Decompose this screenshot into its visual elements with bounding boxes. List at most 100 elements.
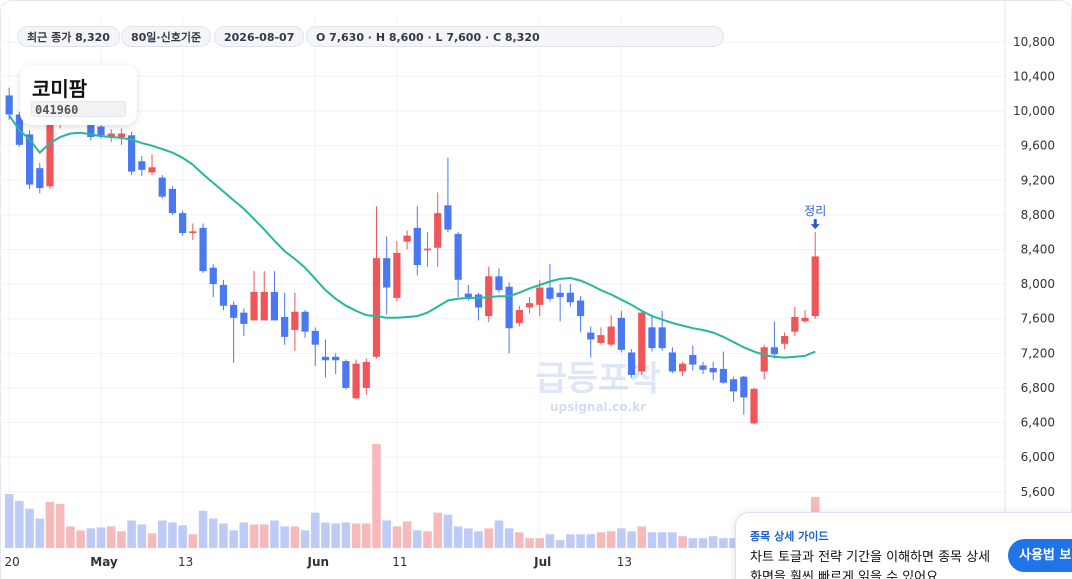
candle-body [240, 312, 248, 324]
candle-body [556, 292, 564, 298]
y-tick-label: 10,000 [1013, 104, 1055, 118]
volume-bar [464, 528, 473, 548]
stock-card: 코미팜 041960 [20, 65, 137, 125]
volume-bar [504, 528, 514, 548]
y-tick-label: 8,000 [1021, 277, 1055, 291]
candle-body [362, 361, 370, 388]
x-tick-label: 13 [178, 555, 193, 569]
candle-body [372, 258, 381, 357]
candle-body [668, 352, 676, 372]
pill: O 7,630 · H 8,600 · L 7,600 · C 8,320 [306, 26, 724, 47]
volume-bar [443, 514, 453, 548]
y-tick-label: 6,000 [1021, 450, 1055, 464]
candle-body [383, 258, 391, 288]
candle-body [403, 235, 411, 242]
volume-bar [433, 512, 442, 548]
candle-body [689, 355, 697, 365]
candle-body [97, 126, 105, 136]
candle-body [230, 304, 238, 318]
volume-bar [657, 532, 667, 548]
x-tick-label: 13 [617, 555, 632, 569]
volume-bar [688, 538, 698, 548]
volume-bar [15, 500, 24, 548]
volume-bar [698, 538, 708, 548]
guide-card: 종목 상세 가이드 차트 토글과 전략 기간을 이해하면 종목 상세 화면을 훨… [735, 512, 1072, 579]
guide-text: 화면을 훨씬 빠르게 읽을 수 있어요. [750, 570, 943, 579]
volume-bar [586, 534, 596, 548]
y-tick-label: 6,400 [1021, 416, 1055, 430]
volume-bar [402, 521, 412, 548]
volume-bar [678, 536, 687, 548]
candle-body [791, 316, 799, 332]
y-tick-label: 7,600 [1021, 312, 1055, 326]
candle-body [260, 291, 268, 321]
candle-body [760, 347, 768, 372]
volume-bar [525, 538, 534, 548]
volume-bar [178, 525, 187, 548]
candle-body [199, 227, 207, 272]
volume-bar [137, 524, 147, 548]
volume-bar [719, 538, 728, 548]
candle-body [587, 332, 595, 340]
candle-body [658, 327, 666, 349]
candle-body [546, 287, 554, 299]
y-tick-label: 9,600 [1021, 139, 1055, 153]
volume-bar [270, 520, 279, 548]
candle-body [495, 276, 503, 291]
candle-body [25, 134, 34, 185]
candle-body [219, 284, 228, 306]
volume-bar [372, 443, 381, 548]
guide-button[interactable]: 사용법 보기 [1008, 539, 1072, 572]
candle-body [189, 231, 197, 234]
volume-bar [423, 531, 432, 548]
volume-bar [96, 527, 106, 548]
volume-bar [637, 526, 647, 548]
volume-bar [127, 520, 136, 548]
volume-bar [157, 520, 167, 548]
volume-bar [596, 532, 606, 548]
guide-title: 종목 상세 가이드 [750, 530, 829, 543]
volume-bar [25, 508, 34, 548]
stock-code: 041960 [31, 101, 126, 117]
volume-bar [484, 528, 494, 548]
volume-bar [341, 522, 351, 548]
volume-bar [351, 523, 361, 548]
volume-bar [362, 523, 371, 548]
volume-bar [515, 532, 524, 548]
volume-bar [229, 530, 238, 548]
candle-body [250, 291, 258, 321]
candle-body [525, 303, 534, 308]
volume-bar [545, 534, 555, 548]
volume-bar [617, 528, 626, 548]
candle-body [801, 317, 809, 322]
volume-bar [55, 503, 65, 548]
volume-bar [4, 494, 14, 548]
candle-body [46, 124, 54, 187]
y-tick-label: 6,800 [1021, 381, 1055, 395]
candle-body [444, 205, 452, 230]
annotation-arrow [810, 219, 820, 230]
x-tick-label: 20 [5, 555, 20, 569]
candle-body [393, 252, 401, 298]
candle-body [311, 330, 319, 345]
candle-body [607, 326, 615, 345]
x-tick-label: Jul [533, 555, 551, 569]
candle-body [117, 133, 126, 138]
candle-body [709, 368, 717, 373]
x-tick-label: Jun [306, 555, 329, 569]
candle-body [617, 317, 625, 350]
volume-bar [66, 526, 75, 548]
pill: 2026-08-07 [214, 26, 305, 47]
candle-body [648, 327, 656, 349]
candle-body [474, 294, 483, 308]
candle-body [270, 291, 279, 321]
candle-body [678, 363, 687, 372]
candle-body [168, 188, 177, 214]
volume-bar [647, 532, 657, 548]
y-tick-label: 9,200 [1021, 173, 1055, 187]
candle-body [729, 379, 738, 392]
pill: 80일·신호기준 [121, 26, 212, 47]
volume-bar [280, 526, 289, 548]
guide-text: 차트 토글과 전략 기간을 이해하면 종목 상세 [750, 550, 991, 565]
